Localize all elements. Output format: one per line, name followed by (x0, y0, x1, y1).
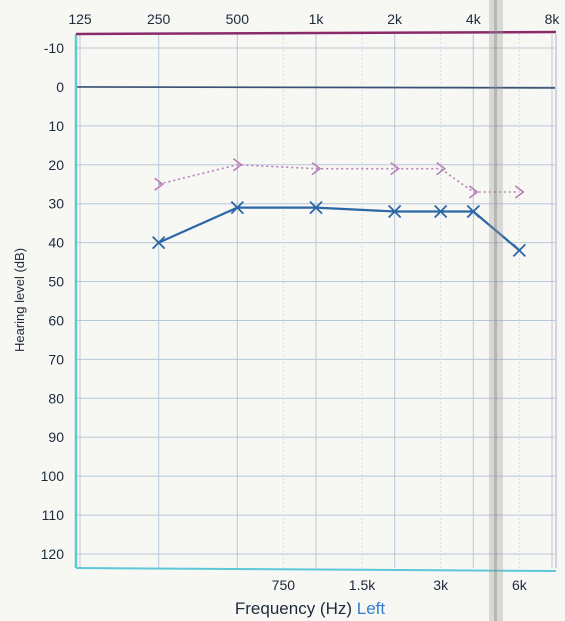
x-axis-top-tick-labels: 125 250 500 1k 2k 4k 8k (68, 11, 560, 27)
data-point-chevron-marker (468, 185, 479, 199)
data-point-x-marker (466, 204, 480, 219)
data-point-x-marker (388, 204, 402, 219)
data-point-chevron-marker (311, 162, 322, 176)
x-axis-bottom-tick-labels: 750 1.5k 3k 6k (272, 577, 528, 593)
x-tick-label-bottom: 3k (433, 577, 449, 593)
data-series (152, 158, 526, 258)
grid (76, 34, 556, 568)
plot-frame (74, 30, 557, 572)
x-tick-label-bottom: 1.5k (349, 577, 376, 593)
y-tick-label: 50 (48, 274, 64, 290)
x-axis-title-group: Frequency (Hz) Left (235, 599, 386, 618)
data-point-chevron-marker (514, 185, 525, 199)
y-tick-label: 80 (48, 390, 64, 406)
y-tick-label: 10 (48, 118, 64, 134)
data-point-chevron-marker (390, 162, 401, 176)
data-point-x-marker (434, 204, 448, 219)
x-tick-label-top: 125 (68, 11, 92, 27)
frame-top-edge (75, 30, 557, 36)
data-point-chevron-marker (154, 177, 165, 191)
y-tick-label: 120 (41, 546, 65, 562)
vertical-fold-highlight (494, 0, 497, 621)
frame-bottom-edge (75, 567, 557, 572)
y-tick-label: 0 (56, 79, 64, 95)
y-tick-label: 100 (41, 468, 65, 484)
x-tick-label-bottom: 6k (512, 577, 528, 593)
x-tick-label-top: 1k (309, 11, 325, 27)
vertical-fold-shadow (489, 0, 503, 621)
data-point-chevron-marker (232, 158, 243, 172)
y-tick-label: 70 (48, 351, 64, 367)
x-tick-label-top: 2k (387, 11, 403, 27)
y-axis-tick-labels: -10 0 10 20 30 40 50 60 70 80 90 100 110 120 (41, 40, 65, 562)
y-tick-label: 40 (48, 235, 64, 251)
y-tick-label: 30 (48, 196, 64, 212)
data-point-x-marker (230, 200, 244, 215)
data-point-x-marker (512, 243, 526, 258)
data-point-chevron-marker (436, 162, 447, 176)
x-axis-title: Frequency (Hz) (235, 599, 352, 618)
series-line (158, 163, 520, 193)
x-tick-label-top: 8k (545, 11, 561, 27)
zero-reference-line (75, 86, 557, 89)
x-tick-label-top: 4k (466, 11, 482, 27)
y-tick-label: 20 (48, 157, 64, 173)
y-axis-title: Hearing level (dB) (12, 248, 27, 352)
x-tick-label-top: 500 (226, 11, 250, 27)
ear-side-label: Left (357, 599, 386, 618)
y-tick-label: 90 (48, 429, 64, 445)
x-tick-label-bottom: 750 (272, 577, 296, 593)
x-tick-label-top: 250 (147, 11, 171, 27)
y-tick-label: 60 (48, 312, 64, 328)
y-tick-label: 110 (42, 507, 65, 523)
data-point-x-marker (309, 200, 323, 215)
y-tick-label: -10 (44, 40, 64, 56)
data-point-x-marker (152, 235, 166, 250)
